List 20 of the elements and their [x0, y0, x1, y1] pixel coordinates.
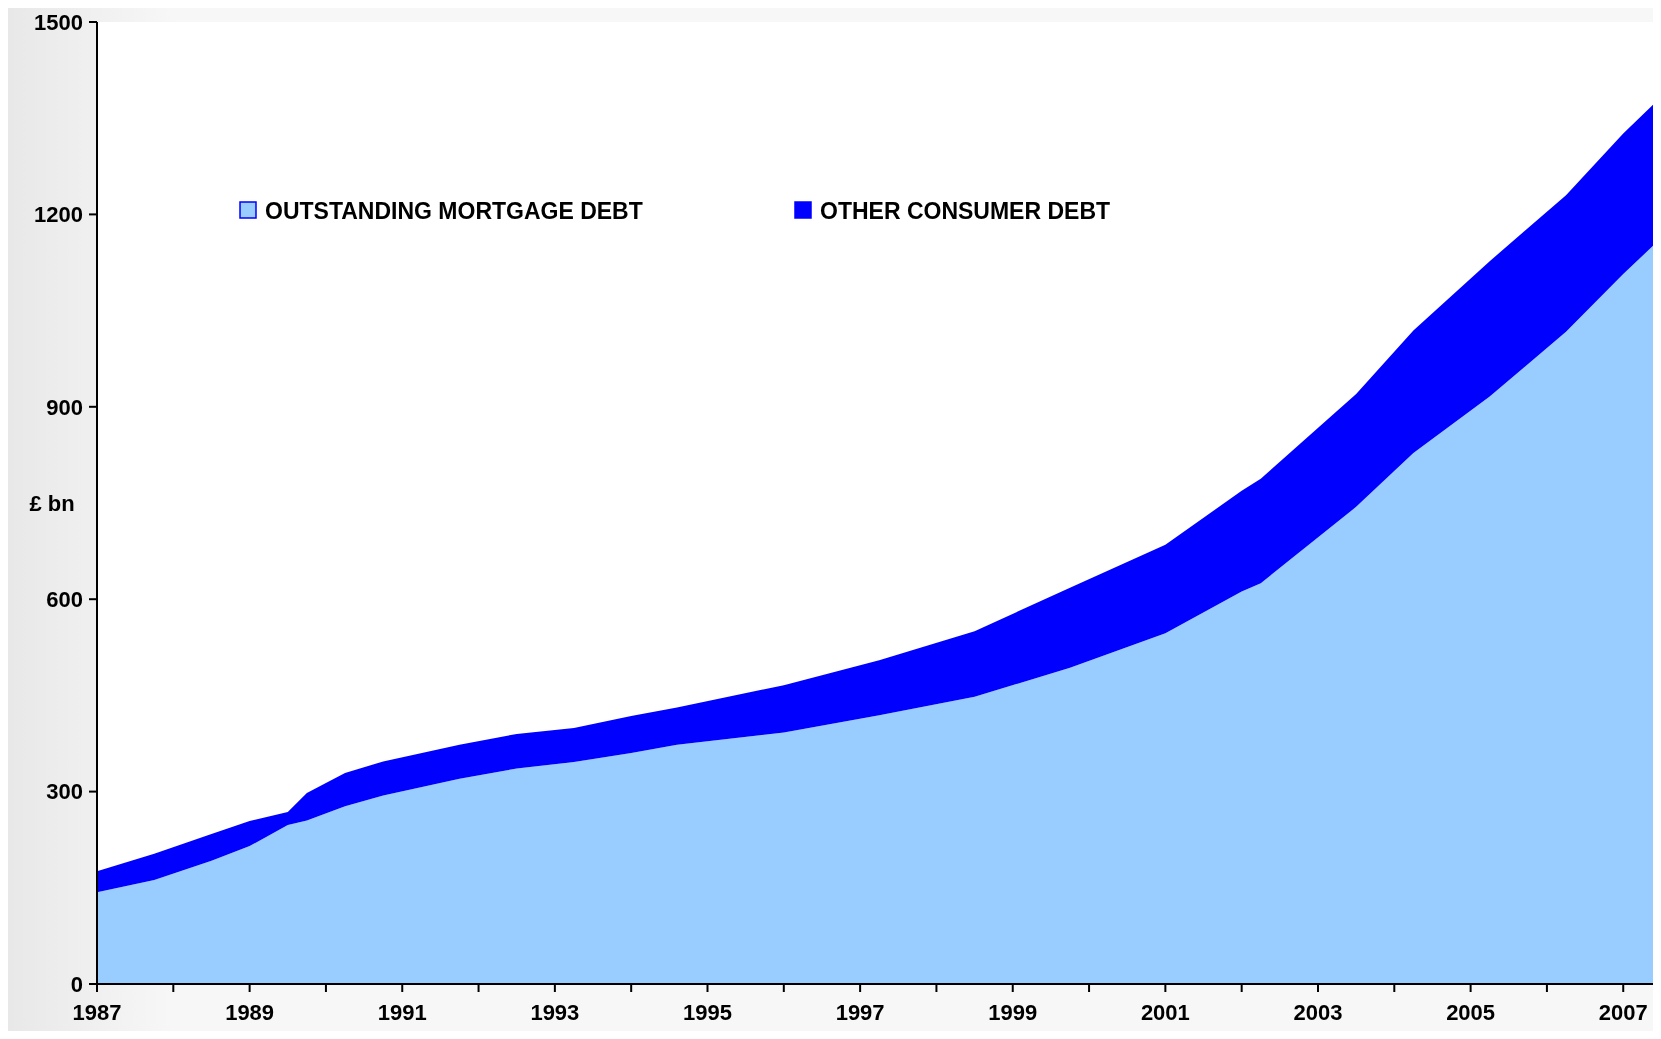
x-tick-label: 1995 — [683, 1000, 732, 1025]
x-tick-label: 2007 — [1598, 1000, 1648, 1025]
legend-label: OTHER CONSUMER DEBT — [820, 198, 1111, 225]
y-axis-title: £ bn — [29, 491, 75, 516]
x-tick-label: 1997 — [835, 1000, 885, 1025]
x-tick-label: 1999 — [988, 1000, 1038, 1025]
y-tick-label: 600 — [46, 586, 83, 612]
x-tick-label: 2003 — [1293, 1000, 1343, 1025]
y-tick-label: 1200 — [34, 202, 83, 228]
x-tick-label: 1991 — [377, 1000, 427, 1025]
y-tick-label: 1500 — [34, 9, 83, 35]
x-tick-label: 2001 — [1140, 1000, 1190, 1025]
y-tick-label: 300 — [46, 779, 83, 805]
y-tick-label: 0 — [70, 971, 83, 997]
x-tick-label: 1993 — [530, 1000, 580, 1025]
x-tick-label: 1987 — [72, 1000, 122, 1025]
y-tick-label: 900 — [46, 394, 83, 420]
legend-label: OUTSTANDING MORTGAGE DEBT — [265, 198, 643, 225]
x-tick-label: 2005 — [1446, 1000, 1496, 1025]
x-tick-label: 1989 — [225, 1000, 275, 1025]
